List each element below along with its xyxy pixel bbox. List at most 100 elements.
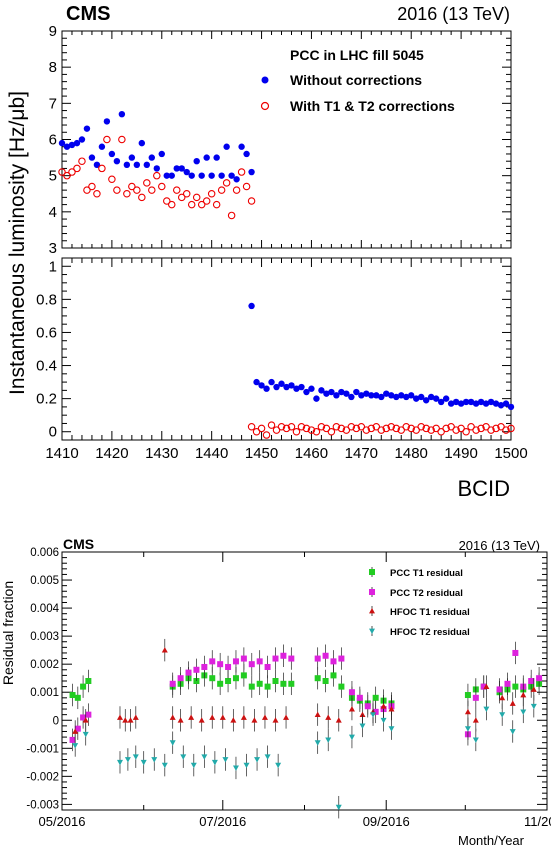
top-upper-point-corrected: [153, 171, 161, 180]
hfoc-t2-point: [180, 754, 187, 760]
top-upper-point-corrected: [158, 182, 166, 191]
hfoc-t2-point: [169, 740, 176, 746]
top-upper-point-uncorrected: [98, 143, 106, 150]
top-upper-point-corrected: [207, 190, 216, 198]
top-lower-point-uncorrected: [502, 400, 510, 407]
pcc-t2-point: [504, 680, 511, 687]
top-lower-point-uncorrected: [333, 392, 340, 399]
pcc-t2-point: [322, 652, 329, 659]
top-upper-point-corrected: [247, 197, 256, 205]
hfoc-t2-point: [232, 765, 239, 771]
hfoc-t2-point: [124, 757, 131, 763]
top-lower-point-corrected: [372, 423, 381, 431]
top-lower-point-corrected: [362, 426, 371, 434]
bottom-ytick-label: -0.003: [26, 799, 59, 811]
top-upper-point-corrected: [128, 182, 136, 191]
hfoc-t1-point: [122, 717, 129, 723]
top-upper-point-corrected: [197, 200, 206, 209]
top-lower-ytick-label: 0: [49, 424, 57, 441]
top-lower-point-uncorrected: [278, 380, 285, 387]
bottom-legend-marker: [369, 569, 375, 575]
pcc-t2-point: [85, 711, 92, 718]
pcc-t2-point: [496, 686, 503, 693]
hfoc-t1-point: [209, 714, 216, 720]
top-lower-point-corrected: [452, 426, 460, 434]
pcc-t1-point: [372, 694, 379, 701]
bottom-legend: PCC T1 residual PCC T2 residual HFOC T1 …: [369, 567, 470, 638]
hfoc-t1-point: [483, 683, 490, 690]
pcc-t2-point: [232, 658, 239, 665]
top-lower-point-corrected: [432, 424, 440, 433]
top-lower-point-uncorrected: [403, 393, 410, 401]
top-lower-point-corrected: [427, 426, 435, 434]
top-lower-point-corrected: [487, 426, 495, 434]
pcc-t2-point: [69, 736, 76, 743]
hfoc-t1-point: [188, 714, 195, 720]
top-upper-point-uncorrected: [118, 110, 126, 118]
top-lower-point-corrected: [297, 423, 306, 431]
hfoc-t1-point: [132, 714, 139, 720]
top-lower-point-uncorrected: [447, 400, 455, 407]
top-lower-point-corrected: [342, 426, 351, 434]
pcc-t2-point: [169, 680, 176, 687]
top-lower-point-corrected: [417, 423, 425, 431]
hfoc-t2-point: [520, 709, 527, 715]
top-legend-marker-red: [260, 101, 270, 111]
hfoc-t2-point: [509, 729, 516, 735]
hfoc-t1-point: [335, 717, 342, 723]
hfoc-t2-point: [483, 706, 490, 713]
top-lower-point-corrected: [442, 424, 450, 433]
top-upper-point-uncorrected: [133, 161, 141, 169]
top-lower-point-uncorrected: [427, 393, 435, 401]
hfoc-t1-point: [359, 711, 366, 718]
hfoc-t2-point: [380, 717, 387, 724]
top-lower-point-corrected: [457, 424, 465, 433]
top-lower-point-uncorrected: [258, 382, 265, 389]
top-lower-point-corrected: [357, 423, 366, 431]
top-lower-point-uncorrected: [268, 378, 275, 386]
top-upper-point-uncorrected: [233, 176, 240, 183]
top-upper-point-uncorrected: [218, 172, 225, 179]
pcc-t1-point: [80, 683, 87, 690]
top-upper-point-corrected: [232, 186, 241, 194]
hfoc-t1-point: [348, 706, 355, 712]
top-upper-ytick-label: 8: [49, 59, 57, 76]
top-upper-point-uncorrected: [213, 154, 220, 161]
bottom-ytick-label: 0.004: [30, 603, 59, 615]
pcc-t2-point: [356, 694, 363, 701]
top-upper-point-uncorrected: [153, 165, 160, 172]
top-lower-xtick-label: 1470: [345, 445, 378, 462]
top-upper-point-corrected: [138, 193, 146, 202]
top-upper-point-corrected: [103, 135, 111, 144]
top-legend-entry-1: Without corrections: [290, 72, 422, 88]
top-upper-point-uncorrected: [228, 172, 235, 179]
bottom-ytick-label: -0.001: [26, 743, 59, 755]
top-lower-point-corrected: [477, 424, 485, 433]
top-upper-point-corrected: [242, 182, 251, 191]
top-upper-point-uncorrected: [73, 139, 81, 147]
top-upper-ytick-label: 3: [49, 240, 57, 257]
bottom-xtick-label: 05/2016: [39, 814, 86, 829]
hfoc-t2-point: [359, 723, 366, 729]
bottom-y-axis-label: Residual fraction: [0, 581, 16, 685]
top-lower-xtick-label: 1410: [45, 445, 78, 462]
top-upper-ytick-label: 6: [49, 132, 57, 149]
top-lower-point-uncorrected: [378, 393, 385, 401]
hfoc-t2-point: [151, 757, 158, 763]
top-lower-point-corrected: [387, 423, 396, 431]
pcc-t2-point: [536, 675, 543, 682]
pcc-t1-point: [256, 680, 263, 687]
top-upper-point-uncorrected: [138, 139, 146, 147]
hfoc-t2-point: [530, 703, 537, 710]
top-lower-point-corrected: [287, 423, 296, 431]
hfoc-t1-point: [230, 717, 237, 723]
top-lower-point-corrected: [327, 427, 336, 436]
top-upper-point-uncorrected: [58, 139, 66, 147]
top-upper-ytick-label: 5: [49, 168, 57, 185]
top-lower-xtick-label: 1500: [494, 445, 527, 462]
top-upper-point-uncorrected: [148, 154, 155, 161]
pcc-t1-point: [232, 675, 239, 682]
bottom-legend-entry-1: PCC T1 residual: [390, 568, 463, 579]
top-lower-point-uncorrected: [383, 390, 390, 397]
